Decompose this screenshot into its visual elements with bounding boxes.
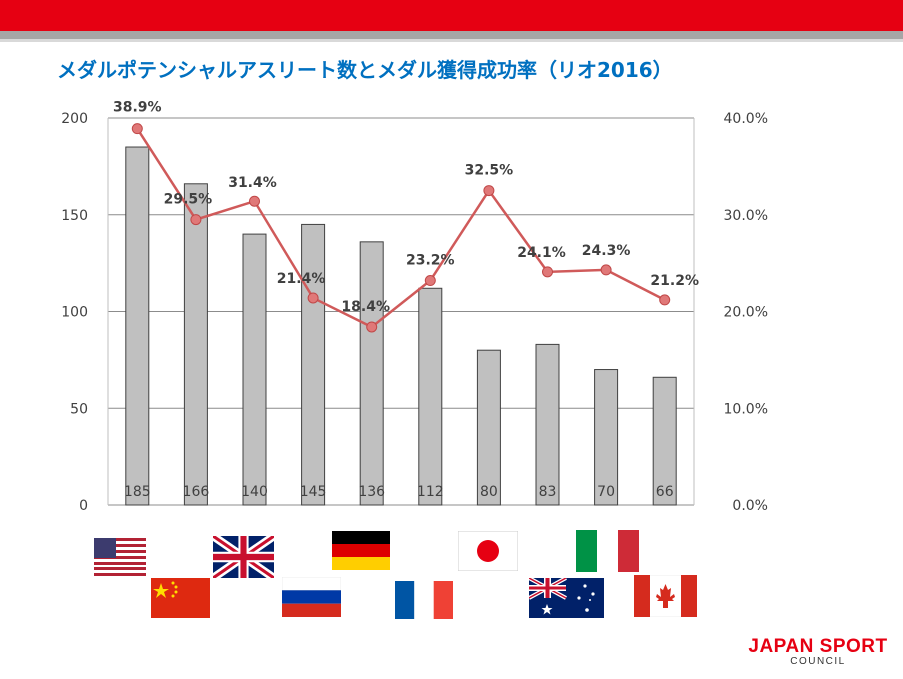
bar	[301, 223, 326, 506]
bar	[652, 376, 677, 506]
bar-value-label: 66	[656, 484, 674, 500]
flag-germany-icon	[332, 531, 390, 570]
bar-value-label: 140	[241, 484, 268, 500]
line-point	[307, 292, 319, 304]
line-value-label: 18.4%	[341, 299, 390, 315]
y-left-tick-label: 200	[61, 111, 88, 127]
bar-value-label: 185	[124, 484, 151, 500]
header-red-bar	[0, 0, 903, 31]
flag-usa-icon	[94, 538, 146, 576]
flag-canada-icon	[634, 575, 697, 617]
success-rate-line	[136, 127, 666, 329]
line-value-label: 21.2%	[650, 273, 699, 289]
line-point	[131, 123, 143, 135]
line-value-label: 32.5%	[465, 163, 514, 179]
bar	[125, 146, 150, 506]
bar-value-label: 83	[539, 484, 557, 500]
y-left-tick-label: 50	[70, 401, 88, 417]
y-right-tick-label: 40.0%	[724, 111, 768, 127]
y-left-tick-label: 150	[61, 208, 88, 224]
line-point	[366, 321, 378, 333]
bar-value-label: 136	[358, 484, 385, 500]
jsc-logo: JAPAN SPORT COUNCIL	[737, 636, 899, 667]
flag-france-icon	[395, 581, 453, 619]
bar-value-label: 166	[183, 484, 210, 500]
y-right-tick-label: 20.0%	[724, 305, 768, 321]
bar	[535, 343, 560, 506]
line-value-label: 29.5%	[164, 192, 213, 208]
y-right-tick-label: 30.0%	[724, 208, 768, 224]
flag-china-icon	[151, 578, 210, 618]
line-point	[483, 185, 495, 197]
y-right-tick-label: 10.0%	[724, 401, 768, 417]
line-point	[190, 214, 202, 226]
bar-value-label: 145	[300, 484, 327, 500]
y-right-tick-label: 0.0%	[732, 498, 768, 514]
line-point	[659, 294, 671, 306]
bar	[418, 287, 443, 506]
bar	[242, 233, 267, 506]
flag-russia-icon	[282, 577, 341, 617]
bar-value-label: 112	[417, 484, 444, 500]
line-point	[424, 275, 436, 287]
bar	[183, 183, 208, 506]
header-grey-stripe	[0, 31, 903, 39]
flag-uk-icon	[213, 536, 274, 578]
logo-main-text: JAPAN SPORT	[748, 636, 888, 657]
bar	[476, 349, 501, 506]
flag-australia-icon	[529, 578, 604, 618]
line-point	[600, 264, 612, 276]
line-point	[249, 195, 260, 207]
y-left-tick-label: 100	[61, 305, 88, 321]
line-value-label: 24.1%	[517, 245, 566, 261]
line-value-label: 38.9%	[113, 100, 162, 116]
flag-italy-icon	[576, 530, 639, 572]
bar-value-label: 80	[480, 484, 498, 500]
bar-value-label: 70	[597, 484, 615, 500]
y-left-tick-label: 0	[79, 498, 88, 514]
line-value-label: 21.4%	[277, 271, 326, 287]
line-value-label: 23.2%	[406, 253, 455, 269]
bar	[359, 241, 384, 506]
flag-japan-icon	[458, 531, 518, 571]
slide-title: メダルポテンシャルアスリート数とメダル獲得成功率（リオ2016）	[57, 58, 673, 82]
line-value-label: 31.4%	[228, 175, 277, 191]
header-light-stripe	[0, 39, 903, 42]
line-value-label: 24.3%	[582, 243, 631, 259]
line-point	[542, 266, 553, 278]
bar	[594, 369, 619, 506]
logo-sub-text: COUNCIL	[790, 656, 846, 667]
